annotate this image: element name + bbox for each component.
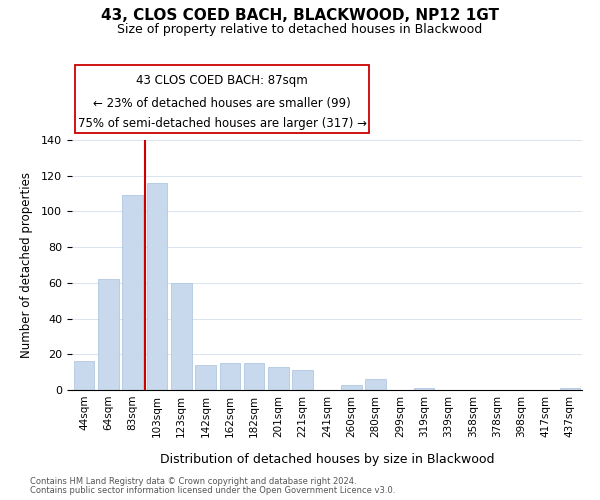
Text: ← 23% of detached houses are smaller (99): ← 23% of detached houses are smaller (99… <box>93 96 351 110</box>
Text: Distribution of detached houses by size in Blackwood: Distribution of detached houses by size … <box>160 452 494 466</box>
Text: Contains HM Land Registry data © Crown copyright and database right 2024.: Contains HM Land Registry data © Crown c… <box>30 477 356 486</box>
Text: Size of property relative to detached houses in Blackwood: Size of property relative to detached ho… <box>118 22 482 36</box>
Text: 75% of semi-detached houses are larger (317) →: 75% of semi-detached houses are larger (… <box>77 118 367 130</box>
Bar <box>122 196 143 390</box>
Bar <box>195 365 216 390</box>
Bar <box>365 380 386 390</box>
Bar <box>244 363 265 390</box>
Bar <box>414 388 434 390</box>
Text: Contains public sector information licensed under the Open Government Licence v3: Contains public sector information licen… <box>30 486 395 495</box>
Bar <box>292 370 313 390</box>
Bar <box>268 367 289 390</box>
Text: 43 CLOS COED BACH: 87sqm: 43 CLOS COED BACH: 87sqm <box>136 74 308 87</box>
Bar <box>98 280 119 390</box>
Bar <box>220 363 240 390</box>
Y-axis label: Number of detached properties: Number of detached properties <box>20 172 33 358</box>
Text: 43, CLOS COED BACH, BLACKWOOD, NP12 1GT: 43, CLOS COED BACH, BLACKWOOD, NP12 1GT <box>101 8 499 22</box>
Bar <box>560 388 580 390</box>
Bar <box>146 183 167 390</box>
Bar <box>341 384 362 390</box>
Bar <box>74 362 94 390</box>
Bar <box>171 283 191 390</box>
